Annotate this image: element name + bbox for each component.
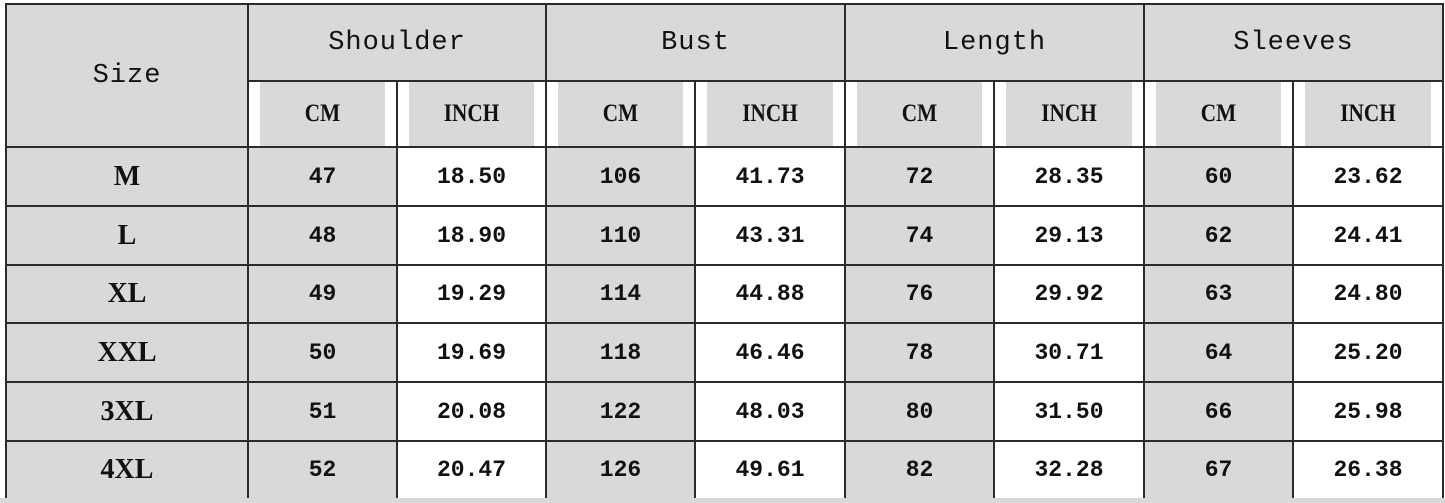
size-cell: 3XL [5,381,249,442]
table-row: XXL 50 19.69 118 46.46 78 30.71 64 25.20 [5,322,1444,383]
cm-value-cell: 60 [1143,146,1294,207]
cm-value-cell: 67 [1143,440,1294,500]
size-cell: M [5,146,249,207]
group-header-length: Length [844,3,1145,82]
cm-value-cell: 110 [545,205,696,266]
size-cell: XXL [5,322,249,383]
inch-value-cell: 19.29 [396,264,547,324]
cm-value-cell: 49 [247,264,398,324]
inch-value-cell: 30.71 [993,322,1145,383]
table-row: 3XL 51 20.08 122 48.03 80 31.50 66 25.98 [5,381,1444,442]
inch-value-cell: 18.90 [396,205,547,266]
cm-value-cell: 106 [545,146,696,207]
inch-value-cell: 26.38 [1292,440,1444,500]
unit-header-inch: INCH [705,80,835,148]
inch-value-cell: 18.50 [396,146,547,207]
table-row: M 47 18.50 106 41.73 72 28.35 60 23.62 [5,146,1444,207]
size-header: Size [5,3,249,148]
cm-value-cell: 72 [844,146,995,207]
inch-value-cell: 29.92 [993,264,1145,324]
unit-header-cm: CM [258,80,387,148]
cm-value-cell: 64 [1143,322,1294,383]
inch-value-cell: 32.28 [993,440,1145,500]
inch-value-cell: 24.80 [1292,264,1444,324]
inch-value-cell: 48.03 [694,381,846,442]
inch-value-cell: 46.46 [694,322,846,383]
cm-value-cell: 52 [247,440,398,500]
cm-value-cell: 122 [545,381,696,442]
inch-value-cell: 41.73 [694,146,846,207]
cm-value-cell: 114 [545,264,696,324]
cm-value-cell: 82 [844,440,995,500]
inch-value-cell: 24.41 [1292,205,1444,266]
table-row: XL 49 19.29 114 44.88 76 29.92 63 24.80 [5,264,1444,324]
cm-value-cell: 118 [545,322,696,383]
group-header-sleeves: Sleeves [1143,3,1444,82]
table-row: 4XL 52 20.47 126 49.61 82 32.28 67 26.38 [5,440,1444,500]
inch-value-cell: 20.47 [396,440,547,500]
unit-header-cm: CM [556,80,685,148]
cm-value-cell: 66 [1143,381,1294,442]
size-cell: XL [5,264,249,324]
unit-header-inch: INCH [1303,80,1433,148]
header-row-units: CM INCH CM INCH CM INCH CM INCH [6,80,1443,148]
group-header-shoulder: Shoulder [247,3,547,82]
cm-value-cell: 62 [1143,205,1294,266]
cm-value-cell: 48 [247,205,398,266]
inch-value-cell: 31.50 [993,381,1145,442]
unit-header-cm: CM [1154,80,1283,148]
inch-value-cell: 49.61 [694,440,846,500]
inch-value-cell: 25.98 [1292,381,1444,442]
inch-value-cell: 29.13 [993,205,1145,266]
cm-value-cell: 63 [1143,264,1294,324]
cm-value-cell: 74 [844,205,995,266]
inch-value-cell: 20.08 [396,381,547,442]
unit-header-inch: INCH [1004,80,1134,148]
unit-header-inch: INCH [407,80,536,148]
size-cell: 4XL [5,440,249,500]
cm-value-cell: 47 [247,146,398,207]
bottom-strip [0,498,1445,503]
inch-value-cell: 43.31 [694,205,846,266]
table-row: L 48 18.90 110 43.31 74 29.13 62 24.41 [5,205,1444,266]
size-cell: L [5,205,249,266]
cm-value-cell: 76 [844,264,995,324]
cm-value-cell: 126 [545,440,696,500]
header-row-groups: Size Shoulder Bust Length Sleeves [5,3,1444,148]
cm-value-cell: 50 [247,322,398,383]
cm-value-cell: 51 [247,381,398,442]
inch-value-cell: 23.62 [1292,146,1444,207]
inch-value-cell: 44.88 [694,264,846,324]
cm-value-cell: 80 [844,381,995,442]
cm-value-cell: 78 [844,322,995,383]
unit-header-cm: CM [855,80,984,148]
inch-value-cell: 28.35 [993,146,1145,207]
size-chart-table: Size Shoulder Bust Length Sleeves CM INCH… [5,3,1444,500]
inch-value-cell: 25.20 [1292,322,1444,383]
inch-value-cell: 19.69 [396,322,547,383]
group-header-bust: Bust [545,3,846,82]
